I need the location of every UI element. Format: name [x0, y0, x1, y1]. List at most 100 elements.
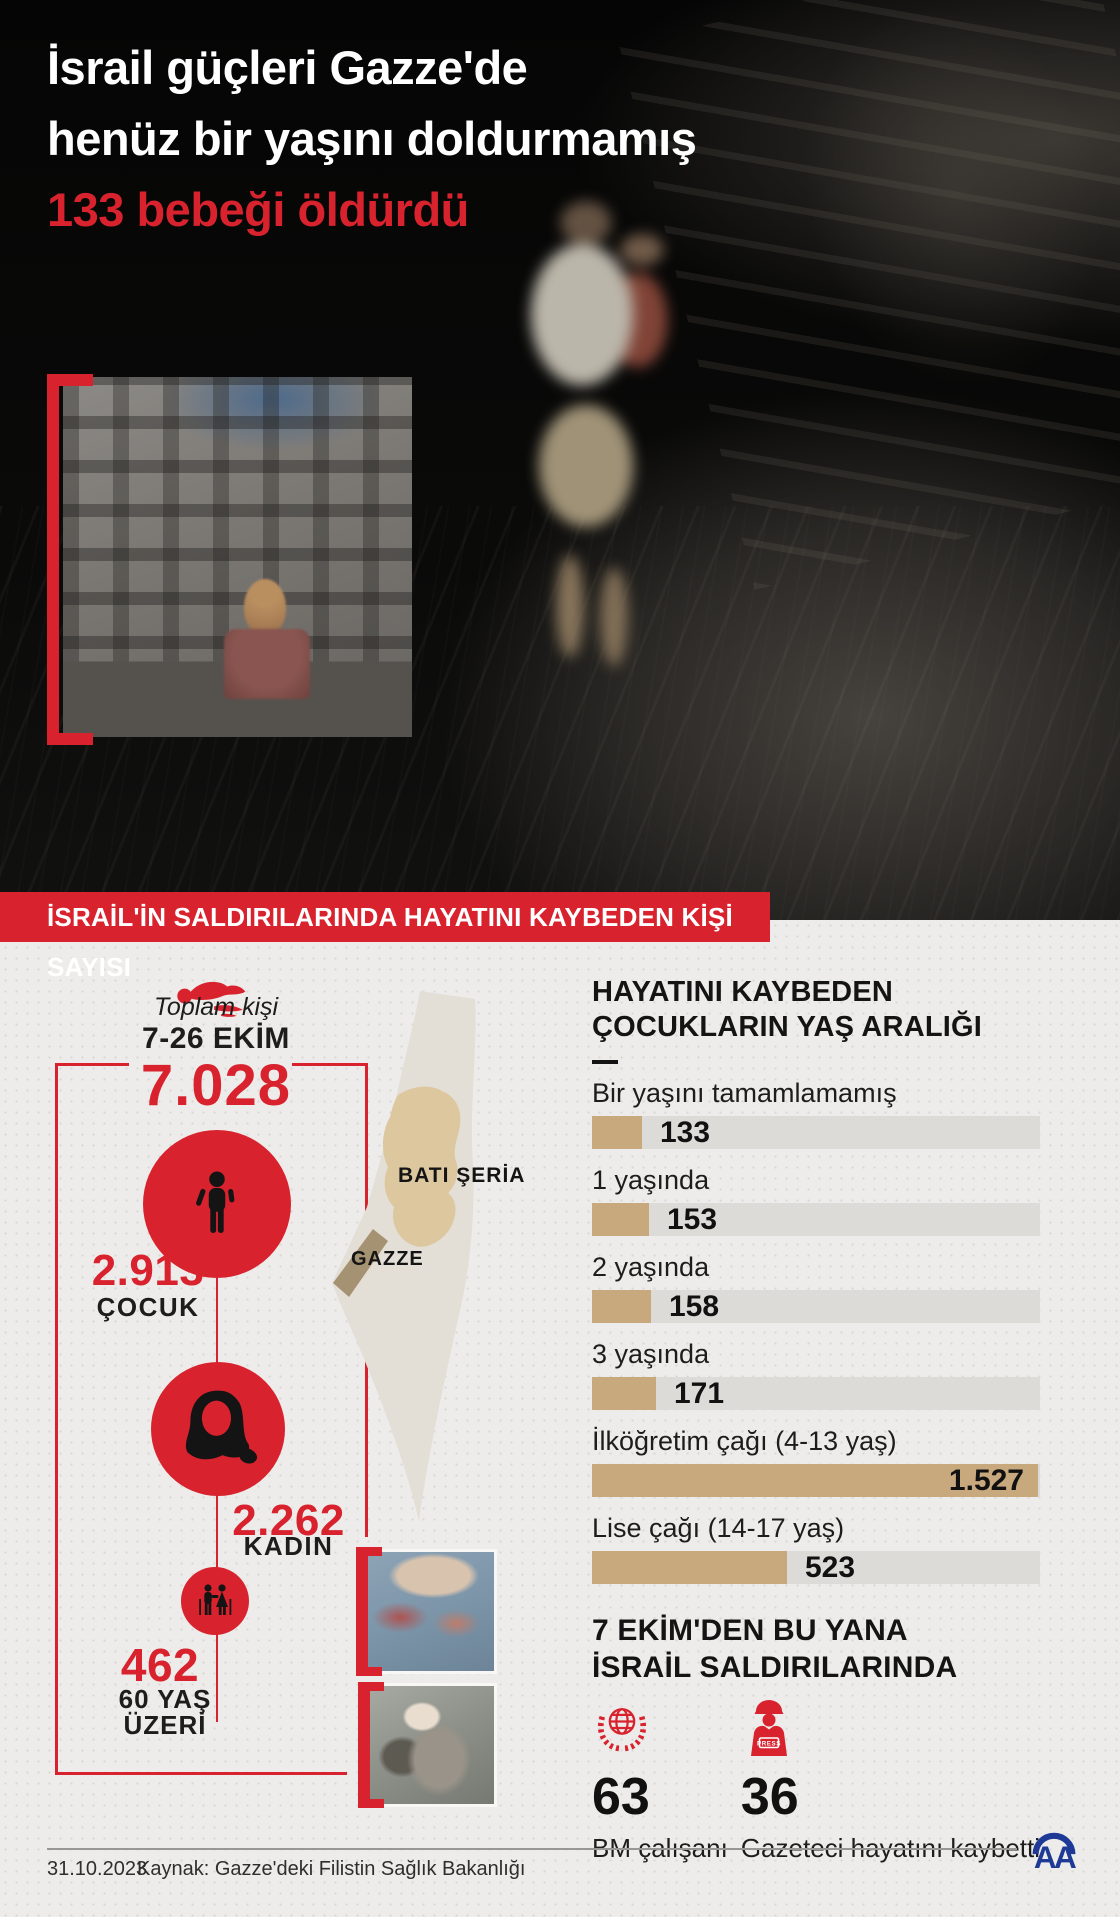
connector-line-1: [216, 1278, 218, 1364]
age-bar-label: İlköğretim çağı (4-13 yaş): [592, 1426, 897, 1456]
age-bar-row: 3 yaşında 171: [592, 1338, 1040, 1410]
since-heading-1: 7 EKİM'DEN BU YANA: [592, 1614, 908, 1647]
title-line-3: 133 bebeği öldürdü: [47, 183, 469, 236]
total-people-label: Toplam kişi: [153, 993, 279, 1021]
svg-text:PRESS: PRESS: [757, 1740, 781, 1747]
age-bar-track: 153: [592, 1203, 1040, 1236]
photo-bracket-bottom-stub: [47, 733, 93, 745]
teddy-bear: [244, 578, 287, 635]
child-icon: [196, 1171, 235, 1233]
age-bar-fill: [592, 1377, 656, 1410]
age-bar-list: Bir yaşını tamamlamamış 133 1 yaşında 153 2 …: [592, 1077, 1040, 1584]
age-bar-fill: [592, 1203, 649, 1236]
footer-date: 31.10.2023: [47, 1858, 148, 1880]
age-bar-value: 171: [674, 1376, 725, 1410]
un-emblem-icon: [598, 1708, 646, 1752]
elderly-count: 462: [120, 1639, 200, 1691]
heading-dash: [592, 1060, 618, 1064]
date-range: 7-26 EKİM: [142, 1022, 290, 1055]
age-bar-track: 158: [592, 1290, 1040, 1323]
photo2-bracket-bottom-stub: [358, 1799, 384, 1808]
bracket-right-vertical-lower: [365, 1353, 368, 1537]
un-staff-stat: 63 BM çalışanı: [592, 1698, 741, 1864]
israel-palestine-map: [332, 991, 476, 1521]
age-bar-label: Bir yaşını tamamlamamış: [592, 1078, 897, 1108]
hero-photo: İsrail güçleri Gazze'de henüz bir yaşını…: [0, 0, 1120, 920]
bracket-left-vertical: [55, 1063, 58, 1775]
connector-line-3: [216, 1634, 218, 1722]
total-count: 7.028: [140, 1053, 292, 1118]
connector-line-2: [216, 1494, 218, 1568]
age-bar-row: Bir yaşını tamamlamamış 133: [592, 1077, 1040, 1149]
women-count: 2.262: [232, 1496, 345, 1545]
age-bar-fill: [592, 1290, 651, 1323]
elderly-label-line2: ÜZERİ: [123, 1710, 207, 1740]
age-bar-value: 153: [667, 1202, 718, 1236]
child-stat-circle: [143, 1130, 291, 1278]
women-label: KADIN: [243, 1531, 334, 1561]
age-bar-row: 2 yaşında 158: [592, 1251, 1040, 1323]
age-bar-fill: [592, 1551, 787, 1584]
footer-source: Kaynak: Gazze'deki Filistin Sağlık Bakan…: [137, 1858, 526, 1880]
elderly-couple-icon: [199, 1584, 232, 1615]
injured-child-photo-2: [360, 1683, 497, 1807]
age-bar-label: Lise çağı (14-17 yaş): [592, 1513, 845, 1543]
age-bar-fill: [592, 1116, 642, 1149]
age-bar-fill: 1.527: [592, 1464, 1038, 1497]
age-bar-row: Lise çağı (14-17 yaş) 523: [592, 1512, 1040, 1584]
age-bar-value: 133: [660, 1115, 711, 1149]
map-label-west-bank: BATI ŞERİA: [398, 1164, 526, 1187]
aa-logo: AA: [1032, 1832, 1079, 1874]
page-title: İsrail güçleri Gazze'de henüz bir yaşını…: [47, 32, 697, 245]
age-chart-heading-1: HAYATINI KAYBEDEN: [592, 976, 894, 1008]
photo2-bracket-top-stub: [358, 1682, 384, 1691]
map-label-gaza: GAZZE: [351, 1248, 424, 1270]
age-bar-label: 3 yaşında: [592, 1339, 710, 1369]
press-journalist-icon: PRESS: [750, 1700, 787, 1756]
age-bar-value: 1.527: [948, 1464, 1024, 1497]
bracket-top-right: [292, 1063, 368, 1066]
journalists-count: 36: [740, 1768, 799, 1826]
age-chart-column: HAYATINI KAYBEDEN ÇOCUKLARIN YAŞ ARALIĞI…: [592, 975, 1040, 1864]
since-stats-row: 63 BM çalışanı PRESS 36 Gazeteci hayatın…: [592, 1698, 1040, 1864]
bracket-top-left: [55, 1063, 129, 1066]
footer-divider: [47, 1848, 1017, 1850]
svg-text:AA: AA: [1034, 1839, 1076, 1874]
title-line-1: İsrail güçleri Gazze'de: [47, 41, 528, 94]
photo-bracket-left: [47, 374, 59, 745]
children-count: 2.913: [91, 1246, 205, 1295]
title-line-2: henüz bir yaşını doldurmamış: [47, 112, 697, 165]
age-bar-row: 1 yaşında 153: [592, 1164, 1040, 1236]
children-label: ÇOCUK: [96, 1292, 200, 1322]
since-heading-2: İSRAİL SALDIRILARINDA: [592, 1651, 958, 1684]
photo1-bracket-top-stub: [356, 1547, 382, 1556]
age-bar-track: 523: [592, 1551, 1040, 1584]
age-bar-label: 2 yaşında: [592, 1252, 710, 1282]
un-staff-count: 63: [592, 1768, 650, 1826]
photo2-bracket: [358, 1682, 370, 1808]
armchair: [223, 629, 310, 699]
age-bar-label: 1 yaşında: [592, 1165, 710, 1195]
age-chart-heading-2: ÇOCUKLARIN YAŞ ARALIĞI: [592, 1011, 983, 1043]
elderly-label-line1: 60 YAŞ: [118, 1684, 212, 1714]
age-bar-track: 171: [592, 1377, 1040, 1410]
section-banner: İSRAİL'İN SALDIRILARINDA HAYATINI KAYBED…: [0, 892, 770, 982]
women-stat-circle: [151, 1362, 285, 1496]
photo-bracket-top-stub: [47, 374, 93, 386]
map-west-bank-shape: [382, 1086, 461, 1247]
destroyed-building-photo: [63, 377, 412, 737]
casualty-lying-icon: [177, 981, 246, 1017]
age-bar-value: 523: [805, 1550, 856, 1584]
elderly-stat-circle: [181, 1567, 249, 1635]
woman-hijab-icon: [185, 1390, 258, 1464]
age-bar-track: 1.527: [592, 1464, 1040, 1497]
bracket-right-vertical-upper: [365, 1063, 368, 1211]
age-bar-row: İlköğretim çağı (4-13 yaş) 1.527: [592, 1425, 1040, 1497]
age-bar-value: 158: [669, 1289, 720, 1323]
man-carrying-child-photo: [498, 185, 698, 725]
bracket-bottom: [55, 1772, 347, 1775]
banner-label: İSRAİL'İN SALDIRILARINDA HAYATINI KAYBED…: [47, 902, 733, 982]
photo1-bracket-bottom-stub: [356, 1667, 382, 1676]
injured-child-photo-1: [357, 1549, 497, 1674]
